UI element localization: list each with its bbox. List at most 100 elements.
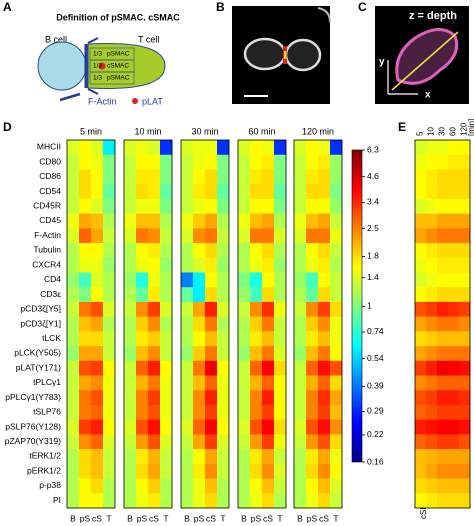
heatmap-cell — [459, 478, 471, 494]
heatmap-cell — [124, 331, 137, 347]
heatmap-cell — [148, 169, 161, 185]
heatmap-cell — [79, 184, 92, 200]
heatmap-cell — [181, 449, 194, 465]
heatmap-cell — [181, 316, 194, 332]
row-label: F-Actin — [34, 230, 61, 240]
heatmap-cell — [448, 404, 460, 420]
heatmap-cell — [148, 463, 161, 479]
heatmap-cell — [124, 404, 137, 420]
heatmap-cell — [415, 198, 427, 214]
heatmap-cell — [330, 198, 343, 214]
heatmap-cell — [193, 169, 206, 185]
heatmap-cell — [306, 316, 319, 332]
heatmap-cell — [181, 154, 194, 170]
heatmap-cell — [181, 390, 194, 406]
heatmap-cell — [318, 346, 331, 362]
heatmap-cell — [437, 287, 449, 303]
heatmap-cell — [124, 184, 137, 200]
heatmap-cell — [103, 449, 116, 465]
heatmap-cell — [437, 346, 449, 362]
heatmap-cell — [79, 272, 92, 288]
heatmap-cell — [274, 257, 287, 273]
heatmap-cell — [217, 169, 230, 185]
heatmap-cell — [426, 198, 438, 214]
heatmap-cell — [103, 463, 116, 479]
heatmap-cell — [217, 360, 230, 376]
heatmap-cell — [148, 390, 161, 406]
heatmap-cell — [448, 331, 460, 347]
heatmap-cell — [79, 346, 92, 362]
heatmap-cell — [124, 390, 137, 406]
heatmap-cell — [437, 375, 449, 391]
heatmap-cell — [205, 316, 218, 332]
heatmap-frame — [123, 139, 173, 509]
colorbar-tick-label: 0.16 — [367, 456, 384, 466]
heatmap-cell — [79, 169, 92, 185]
heatmap-cell — [415, 331, 427, 347]
heatmap-cell — [103, 287, 116, 303]
heatmap-cell — [437, 390, 449, 406]
heatmap-cell — [250, 184, 263, 200]
heatmap-cell — [160, 169, 173, 185]
micrograph-3d: z = depth y x — [375, 6, 469, 104]
timepoint-label: 60 min — [248, 126, 275, 136]
heatmap-cell — [306, 287, 319, 303]
row-label: tLCK — [42, 333, 61, 343]
heatmap-cell — [160, 449, 173, 465]
heatmap-cell — [148, 243, 161, 259]
heatmap-cell — [250, 287, 263, 303]
heatmap-cell — [124, 198, 137, 214]
heatmap-cell — [136, 198, 149, 214]
heatmap-cell — [250, 154, 263, 170]
heatmap-cell — [459, 184, 471, 200]
row-label: p-p38 — [39, 480, 61, 490]
heatmap-cell — [217, 272, 230, 288]
heatmap-cell — [67, 375, 80, 391]
heatmap-cell — [124, 257, 137, 273]
cell-label: B cell — [45, 34, 67, 44]
heatmap-cell — [238, 419, 251, 435]
colorbar-tick-label: 0.54 — [367, 353, 384, 363]
heatmap-cell — [306, 331, 319, 347]
colorbar-tick-label: 0.22 — [367, 429, 384, 439]
heatmap-cell — [262, 169, 275, 185]
heatmap-cell — [262, 478, 275, 494]
heatmap-cell — [181, 184, 194, 200]
heatmap-cell — [193, 243, 206, 259]
heatmap-cell — [250, 331, 263, 347]
heatmap-cell — [103, 169, 116, 185]
heatmap-cell — [238, 301, 251, 317]
heatmap-cell — [415, 404, 427, 420]
heatmap-cell — [448, 478, 460, 494]
heatmap-cell — [330, 213, 343, 229]
heatmap-cell — [448, 169, 460, 185]
heatmap-cell — [238, 449, 251, 465]
heatmap-cell — [294, 272, 307, 288]
heatmap-cell — [250, 449, 263, 465]
column-label: 60 — [449, 127, 458, 136]
heatmap-cell — [193, 213, 206, 229]
heatmap-cell — [136, 434, 149, 450]
legend-label: F-Actin — [88, 96, 117, 106]
heatmap-cell — [426, 272, 438, 288]
heatmap-cell — [124, 213, 137, 229]
heatmap-cell — [217, 419, 230, 435]
heatmap-cell — [437, 434, 449, 450]
heatmap-cell — [217, 390, 230, 406]
heatmap-cell — [193, 301, 206, 317]
heatmap-cell — [124, 463, 137, 479]
heatmap-cell — [238, 213, 251, 229]
heatmap-cell — [437, 213, 449, 229]
heatmap-cell — [160, 375, 173, 391]
heatmap-cell — [124, 419, 137, 435]
heatmap-cell — [250, 316, 263, 332]
heatmap-cell — [238, 140, 251, 156]
colorbar-tick-label: 1.4 — [367, 272, 379, 282]
row-label: pPLCγ1(Y783) — [5, 392, 61, 402]
heatmap-cell — [205, 463, 218, 479]
heatmap-cell — [181, 257, 194, 273]
row-label: CD54 — [39, 186, 61, 196]
heatmap-cell — [205, 360, 218, 376]
heatmap-cell — [67, 449, 80, 465]
